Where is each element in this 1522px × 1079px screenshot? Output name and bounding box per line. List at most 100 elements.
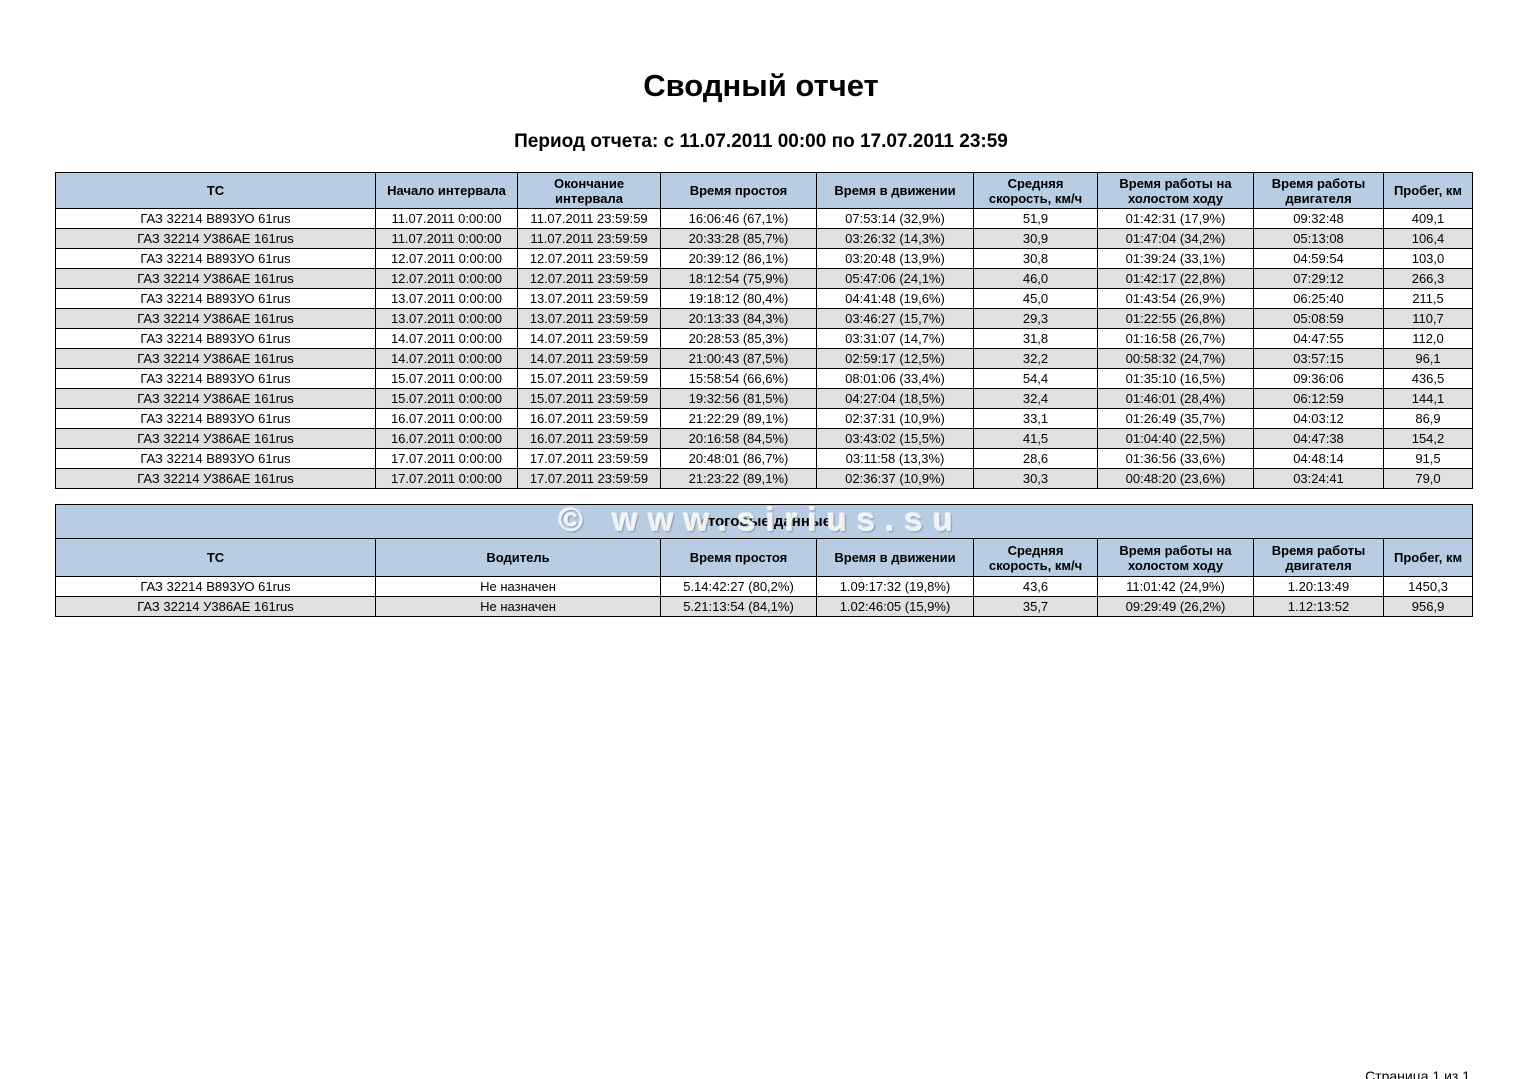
table-cell: 14.07.2011 0:00:00 (375, 348, 518, 369)
table-cell: 16.07.2011 23:59:59 (517, 408, 661, 429)
column-header: Пробег, км (1383, 172, 1473, 209)
table-cell: ГАЗ 32214 В893УО 61rus (55, 288, 376, 309)
table-cell: 14.07.2011 23:59:59 (517, 328, 661, 349)
totals-section: Итоговые данные ТС Водитель Время простоя В… (0, 501, 1522, 617)
table-cell: 13.07.2011 0:00:00 (375, 288, 518, 309)
table-cell: ГАЗ 32214 В893УО 61rus (55, 448, 376, 469)
table-cell: 01:42:31 (17,9%) (1097, 208, 1254, 229)
table-row: ГАЗ 32214 У386АЕ 161rus Не назначен 5.21:1… (55, 596, 1474, 617)
table-cell: 05:08:59 (1253, 308, 1384, 329)
table-cell: 03:24:41 (1253, 468, 1384, 489)
table-cell: 01:22:55 (26,8%) (1097, 308, 1254, 329)
table-cell: 1.20:13:49 (1253, 576, 1384, 597)
column-header: Время в движении (816, 538, 974, 577)
table-cell: 08:01:06 (33,4%) (816, 368, 974, 389)
table-cell: 956,9 (1382, 596, 1474, 617)
table-row: ГАЗ 32214 У386АЕ 161rus 12.07.2011 0:00:0… (55, 268, 1473, 289)
table-cell: 04:41:48 (19,6%) (816, 288, 974, 309)
table-cell: 13.07.2011 23:59:59 (517, 288, 661, 309)
table-cell: 17.07.2011 23:59:59 (517, 448, 661, 469)
table-cell: 19:32:56 (81,5%) (660, 388, 817, 409)
table-cell: 19:18:12 (80,4%) (660, 288, 817, 309)
table-cell: 01:46:01 (28,4%) (1097, 388, 1254, 409)
table-cell: 54,4 (973, 368, 1098, 389)
table-cell: 02:59:17 (12,5%) (816, 348, 974, 369)
table-cell: 11.07.2011 23:59:59 (517, 228, 661, 249)
table-cell: 16.07.2011 23:59:59 (517, 428, 661, 449)
table-cell: 21:00:43 (87,5%) (660, 348, 817, 369)
table-cell: 14.07.2011 23:59:59 (517, 348, 661, 369)
table-cell: ГАЗ 32214 В893УО 61rus (55, 368, 376, 389)
table-cell: 12.07.2011 0:00:00 (375, 268, 518, 289)
table-cell: ГАЗ 32214 В893УО 61rus (55, 408, 376, 429)
table-cell: 20:33:28 (85,7%) (660, 228, 817, 249)
table-cell: 5.14:42:27 (80,2%) (660, 576, 817, 597)
interval-table: ТС Начало интервала Окончание интервала Вре… (55, 172, 1473, 489)
totals-table-body: ГАЗ 32214 В893УО 61rus Не назначен 5.14:42… (55, 576, 1474, 617)
table-cell: 32,4 (973, 388, 1098, 409)
totals-table: Итоговые данные ТС Водитель Время простоя В… (54, 504, 1474, 617)
table-cell: 30,3 (973, 468, 1098, 489)
table-row: ГАЗ 32214 В893УО 61rus 11.07.2011 0:00:00… (55, 208, 1473, 229)
table-cell: 12.07.2011 0:00:00 (375, 248, 518, 269)
column-header: Время простоя (660, 538, 817, 577)
table-cell: 30,9 (973, 228, 1098, 249)
column-header: Время работы двигателя (1253, 172, 1384, 209)
table-cell: 16.07.2011 0:00:00 (375, 428, 518, 449)
table-cell: 07:53:14 (32,9%) (816, 208, 974, 229)
table-cell: 15.07.2011 0:00:00 (375, 368, 518, 389)
table-row: ГАЗ 32214 У386АЕ 161rus 16.07.2011 0:00:0… (55, 428, 1473, 449)
column-header: Время работы на холостом ходу (1097, 172, 1254, 209)
table-cell: 06:12:59 (1253, 388, 1384, 409)
table-row: ГАЗ 32214 У386АЕ 161rus 15.07.2011 0:00:0… (55, 388, 1473, 409)
table-cell: 11.07.2011 0:00:00 (375, 208, 518, 229)
table-cell: 91,5 (1383, 448, 1473, 469)
table-cell: 112,0 (1383, 328, 1473, 349)
table-cell: 15.07.2011 0:00:00 (375, 388, 518, 409)
table-cell: 20:39:12 (86,1%) (660, 248, 817, 269)
table-cell: 106,4 (1383, 228, 1473, 249)
table-row: ГАЗ 32214 В893УО 61rus 13.07.2011 0:00:00… (55, 288, 1473, 309)
table-cell: 03:31:07 (14,7%) (816, 328, 974, 349)
table-cell: 12.07.2011 23:59:59 (517, 268, 661, 289)
table-cell: 16:06:46 (67,1%) (660, 208, 817, 229)
table-cell: 01:36:56 (33,6%) (1097, 448, 1254, 469)
totals-table-title: Итоговые данные (54, 504, 1474, 539)
table-cell: 01:47:04 (34,2%) (1097, 228, 1254, 249)
table-cell: 21:22:29 (89,1%) (660, 408, 817, 429)
table-cell: Не назначен (375, 576, 661, 597)
table-cell: 18:12:54 (75,9%) (660, 268, 817, 289)
table-row: ГАЗ 32214 У386АЕ 161rus 13.07.2011 0:00:0… (55, 308, 1473, 329)
table-cell: 03:11:58 (13,3%) (816, 448, 974, 469)
table-cell: 79,0 (1383, 468, 1473, 489)
table-cell: 1.02:46:05 (15,9%) (816, 596, 974, 617)
table-cell: 1.09:17:32 (19,8%) (816, 576, 974, 597)
table-cell: 04:59:54 (1253, 248, 1384, 269)
table-cell: 04:48:14 (1253, 448, 1384, 469)
table-cell: 266,3 (1383, 268, 1473, 289)
table-cell: ГАЗ 32214 У386АЕ 161rus (55, 468, 376, 489)
column-header: Водитель (375, 538, 661, 577)
table-cell: ГАЗ 32214 В893УО 61rus (55, 328, 376, 349)
table-cell: 32,2 (973, 348, 1098, 369)
table-cell: 01:43:54 (26,9%) (1097, 288, 1254, 309)
table-row: ГАЗ 32214 В893УО 61rus 17.07.2011 0:00:00… (55, 448, 1473, 469)
interval-table-body: ГАЗ 32214 В893УО 61rus 11.07.2011 0:00:00… (55, 208, 1473, 489)
table-cell: 07:29:12 (1253, 268, 1384, 289)
table-cell: 51,9 (973, 208, 1098, 229)
table-cell: ГАЗ 32214 В893УО 61rus (55, 208, 376, 229)
table-cell: 03:57:15 (1253, 348, 1384, 369)
table-cell: 05:47:06 (24,1%) (816, 268, 974, 289)
column-header: Средняя скорость, км/ч (973, 172, 1098, 209)
table-cell: 01:16:58 (26,7%) (1097, 328, 1254, 349)
table-cell: 17.07.2011 0:00:00 (375, 448, 518, 469)
report-period: Период отчета: с 11.07.2011 00:00 по 17.… (514, 131, 1008, 152)
table-cell: 29,3 (973, 308, 1098, 329)
table-cell: 5.21:13:54 (84,1%) (660, 596, 817, 617)
column-header: Время работы на холостом ходу (1097, 538, 1254, 577)
table-row: ГАЗ 32214 У386АЕ 161rus 14.07.2011 0:00:0… (55, 348, 1473, 369)
table-cell: 13.07.2011 0:00:00 (375, 308, 518, 329)
table-cell: 96,1 (1383, 348, 1473, 369)
table-cell: 436,5 (1383, 368, 1473, 389)
table-cell: 04:03:12 (1253, 408, 1384, 429)
